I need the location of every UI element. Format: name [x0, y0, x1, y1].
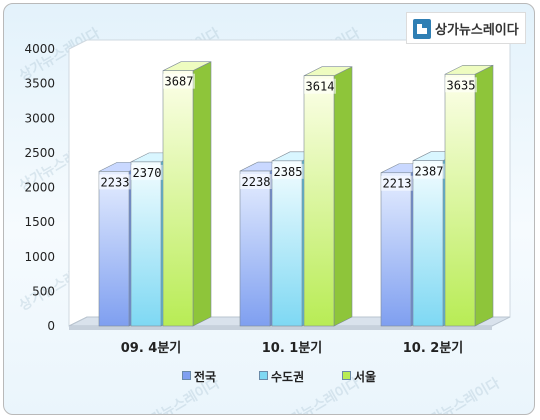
legend-item: 수도권 [259, 368, 304, 385]
legend-swatch [182, 371, 191, 380]
data-label: 2213 [383, 177, 412, 191]
data-label: 2233 [101, 175, 130, 189]
data-label: 2387 [415, 165, 444, 179]
data-label-bg [99, 174, 131, 190]
data-label: 3635 [447, 78, 476, 92]
bar-front-face [130, 161, 162, 327]
data-label: 3687 [165, 75, 194, 89]
logo-mark-icon [413, 19, 431, 39]
legend-label: 수도권 [271, 370, 305, 384]
x-tick-label: 10. 1분기 [262, 341, 323, 356]
bar-front-face [380, 172, 412, 327]
data-label: 2238 [242, 175, 271, 189]
legend-swatch [342, 371, 351, 380]
bar-front-face [303, 75, 335, 327]
x-tick-label: 10. 2분기 [403, 341, 464, 356]
logo: 상가뉴스레이다 [406, 12, 526, 44]
data-label-bg [240, 174, 272, 190]
bar: 3687 [162, 61, 212, 327]
legend-label: 전국 [194, 370, 217, 384]
legend: 전국 수도권 서울 [0, 368, 540, 388]
bar-front-face [98, 171, 130, 327]
legend-item: 서울 [342, 368, 376, 385]
bar-front-face [412, 160, 444, 327]
data-label: 3614 [306, 80, 335, 94]
bar-side-face [333, 66, 353, 327]
y-tick-label: 2500 [24, 146, 55, 160]
data-label-bg [131, 164, 163, 180]
legend-item: 전국 [182, 368, 216, 385]
data-label: 2385 [274, 165, 303, 179]
data-label-bg [163, 73, 195, 89]
y-tick-label: 1000 [24, 250, 55, 264]
y-tick-label: 3000 [24, 111, 55, 125]
bar-front-face [162, 70, 194, 327]
data-label-bg [445, 77, 477, 93]
chart-floor-edge [69, 326, 492, 330]
bar-front-face [271, 160, 303, 327]
x-tick-label: 09. 4분기 [121, 341, 182, 356]
y-tick-label: 0 [47, 319, 55, 333]
bar-front-face [239, 170, 271, 327]
data-label-bg [413, 163, 445, 179]
bar: 3635 [444, 64, 494, 327]
legend-swatch [259, 371, 268, 380]
bar-side-face [192, 61, 212, 327]
y-tick-label: 1500 [24, 215, 55, 229]
y-tick-label: 2000 [24, 181, 55, 195]
legend-label: 서울 [354, 370, 377, 384]
data-label: 2370 [133, 166, 162, 180]
data-label-bg [381, 175, 413, 191]
bar-front-face [444, 73, 476, 327]
y-tick-label: 3500 [24, 77, 55, 91]
data-label-bg [272, 163, 304, 179]
y-tick-label: 500 [32, 284, 55, 298]
data-label-bg [304, 78, 336, 94]
y-tick-label: 4000 [24, 42, 55, 56]
bar-side-face [474, 64, 494, 327]
logo-text: 상가뉴스레이다 [435, 23, 519, 38]
bar: 3614 [303, 66, 353, 327]
